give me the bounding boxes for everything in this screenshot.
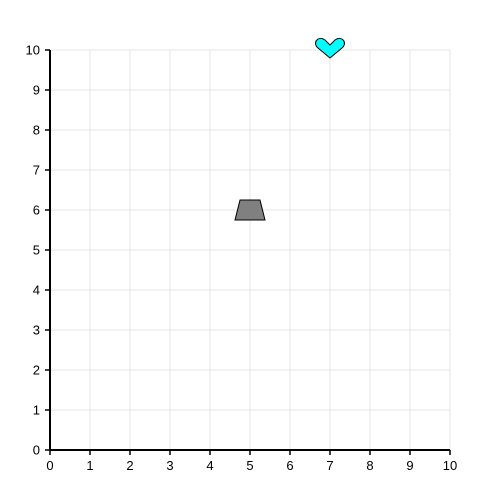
- x-axis-ticks: 0 1 2 3 4 5 6 7 8 9 10: [46, 450, 457, 473]
- x-tick-label: 7: [326, 458, 333, 473]
- y-tick-label: 7: [33, 163, 40, 178]
- x-tick-label: 4: [206, 458, 213, 473]
- data-point-heart-icon: [315, 37, 345, 59]
- data-point-trapezoid-icon: [234, 199, 266, 221]
- y-axis-ticks: 0 1 2 3 4 5 6 7 8 9 10: [26, 43, 50, 458]
- y-tick-label: 4: [33, 283, 40, 298]
- x-tick-label: 8: [366, 458, 373, 473]
- grid: [50, 49, 451, 450]
- y-tick-label: 6: [33, 203, 40, 218]
- x-tick-label: 10: [443, 458, 457, 473]
- y-tick-label: 0: [33, 443, 40, 458]
- x-tick-label: 3: [166, 458, 173, 473]
- y-tick-label: 5: [33, 243, 40, 258]
- x-tick-label: 2: [126, 458, 133, 473]
- x-tick-label: 1: [86, 458, 93, 473]
- y-tick-label: 8: [33, 123, 40, 138]
- y-tick-label: 3: [33, 323, 40, 338]
- x-tick-label: 6: [286, 458, 293, 473]
- y-tick-label: 2: [33, 363, 40, 378]
- x-tick-label: 9: [406, 458, 413, 473]
- y-tick-label: 10: [26, 43, 40, 58]
- y-tick-label: 9: [33, 83, 40, 98]
- x-tick-label: 5: [246, 458, 253, 473]
- x-tick-label: 0: [46, 458, 53, 473]
- data-points: [234, 37, 345, 221]
- y-tick-label: 1: [33, 403, 40, 418]
